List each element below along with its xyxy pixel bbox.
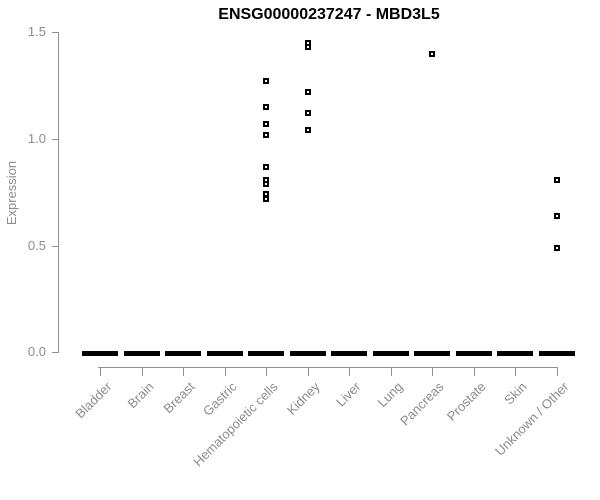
x-tick	[432, 368, 434, 376]
zero-cluster-bar	[248, 351, 285, 356]
y-tick-label: 1.0	[27, 130, 46, 146]
data-point	[263, 131, 270, 138]
zero-cluster-bar	[538, 351, 575, 356]
data-point	[553, 244, 560, 251]
zero-cluster-bar	[82, 351, 118, 356]
zero-cluster-bar	[497, 351, 534, 356]
zero-cluster-bar	[372, 351, 409, 356]
x-tick	[266, 368, 268, 376]
y-tick	[52, 245, 58, 247]
zero-cluster-bar	[455, 351, 492, 356]
x-tick	[100, 368, 101, 376]
y-tick	[52, 138, 58, 140]
y-axis-line	[58, 32, 59, 354]
x-axis-line	[98, 367, 558, 368]
data-point	[263, 180, 270, 187]
x-tick	[349, 368, 351, 376]
x-tick	[307, 368, 309, 376]
x-tick-label: Unknown / Other	[492, 379, 572, 459]
zero-cluster-bar	[331, 351, 368, 356]
data-point	[263, 121, 270, 128]
zero-cluster-bar	[289, 351, 326, 356]
x-tick	[183, 368, 185, 376]
y-tick-label: 0.0	[27, 344, 46, 360]
zero-cluster-bar	[165, 351, 202, 356]
x-tick	[390, 368, 392, 376]
zero-cluster-bar	[414, 351, 451, 356]
data-point	[304, 44, 311, 51]
x-tick	[556, 368, 558, 376]
x-tick	[515, 368, 517, 376]
zero-cluster-bar	[206, 351, 243, 356]
data-point	[553, 176, 560, 183]
data-point	[304, 110, 311, 117]
data-point	[553, 212, 560, 219]
chart-title: ENSG00000237247 - MBD3L5	[218, 6, 440, 23]
y-tick-label: 1.5	[27, 24, 46, 40]
data-point	[263, 195, 270, 202]
data-point	[263, 163, 270, 170]
data-point	[304, 127, 311, 134]
data-point	[263, 78, 270, 85]
zero-cluster-bar	[123, 351, 160, 356]
data-point	[304, 89, 311, 96]
x-tick	[473, 368, 475, 376]
y-tick	[52, 352, 58, 354]
x-tick	[141, 368, 143, 376]
y-tick-label: 0.5	[27, 237, 46, 253]
y-tick	[52, 32, 58, 34]
x-tick	[224, 368, 226, 376]
data-point	[429, 50, 436, 57]
data-point	[263, 103, 270, 110]
